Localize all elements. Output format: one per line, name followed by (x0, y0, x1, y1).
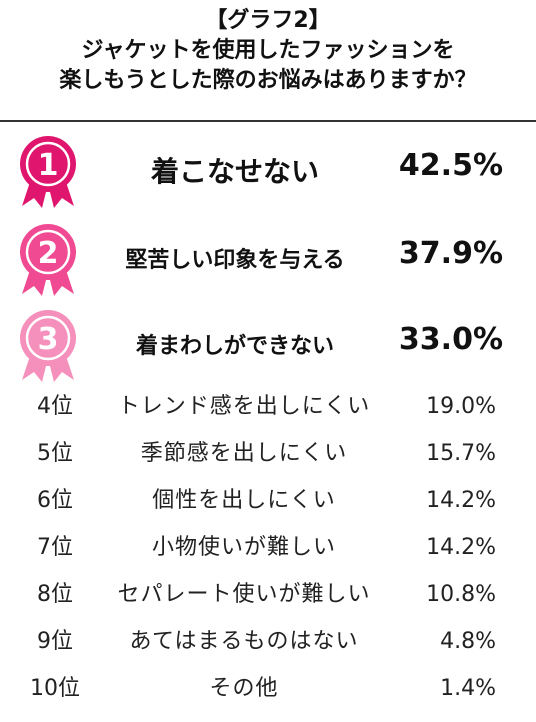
rank-value: 14.2% (426, 488, 496, 513)
medal-icon: 2 (20, 224, 76, 296)
title-line-1: 【グラフ2】 (205, 8, 331, 33)
rank-label: 堅苦しい印象を与える (125, 248, 345, 273)
rank-number: 8位 (37, 582, 73, 607)
rank-label: 季節感を出しにくい (140, 441, 348, 466)
medal-number: 2 (38, 236, 59, 271)
rank-value: 10.8% (426, 582, 496, 607)
rank-row-3: 3 着まわしができない 33.0% (0, 308, 536, 382)
title-line-2: ジャケットを使用したファッションを (81, 38, 455, 63)
rank-row-1: 1 着こなせない 42.5% (0, 134, 536, 208)
rank-value: 19.0% (426, 394, 496, 419)
rank-label: 着こなせない (150, 155, 319, 188)
rank-number: 7位 (37, 535, 73, 560)
rank-value: 33.0% (398, 322, 503, 357)
rank-label: セパレート使いが難しい (117, 582, 371, 607)
rank-number: 9位 (37, 629, 73, 654)
rank-value: 4.8% (440, 629, 496, 654)
rank-row-4: 4位 トレンド感を出しにくい 19.0% (0, 385, 536, 429)
title-line-3: 楽しもうとした際のお悩みはありますか？ (59, 68, 477, 93)
rank-value: 1.4% (440, 676, 496, 701)
rank-number: 5位 (37, 441, 73, 466)
medal-icon: 3 (20, 310, 76, 382)
rank-label: 着まわしができない (135, 334, 334, 359)
rank-label: その他 (209, 676, 279, 701)
rank-value: 14.2% (426, 535, 496, 560)
rank-row-10: 10位 その他 1.4% (0, 667, 536, 711)
medal-number: 3 (38, 322, 59, 357)
rank-row-8: 8位 セパレート使いが難しい 10.8% (0, 573, 536, 617)
rank-label: あてはまるものはない (129, 629, 359, 654)
rank-row-6: 6位 個性を出しにくい 14.2% (0, 479, 536, 523)
rank-label: 小物使いが難しい (151, 535, 336, 560)
rank-label: トレンド感を出しにくい (117, 394, 371, 419)
rank-value: 37.9% (398, 236, 503, 271)
rank-label: 個性を出しにくい (152, 488, 336, 513)
rank-number: 6位 (37, 488, 73, 513)
chart-title: 【グラフ2】 ジャケットを使用したファッションを 楽しもうとした際のお悩みはあり… (0, 6, 536, 96)
rank-row-2: 2 堅苦しい印象を与える 37.9% (0, 222, 536, 296)
rank-row-9: 9位 あてはまるものはない 4.8% (0, 620, 536, 664)
rank-number: 4位 (37, 394, 73, 419)
rank-row-7: 7位 小物使いが難しい 14.2% (0, 526, 536, 570)
rank-value: 15.7% (426, 441, 496, 466)
medal-icon: 1 (20, 136, 76, 208)
rank-row-5: 5位 季節感を出しにくい 15.7% (0, 432, 536, 476)
medal-number: 1 (38, 148, 59, 183)
title-divider (0, 120, 536, 122)
rank-number: 10位 (30, 676, 80, 701)
rank-value: 42.5% (398, 148, 503, 183)
